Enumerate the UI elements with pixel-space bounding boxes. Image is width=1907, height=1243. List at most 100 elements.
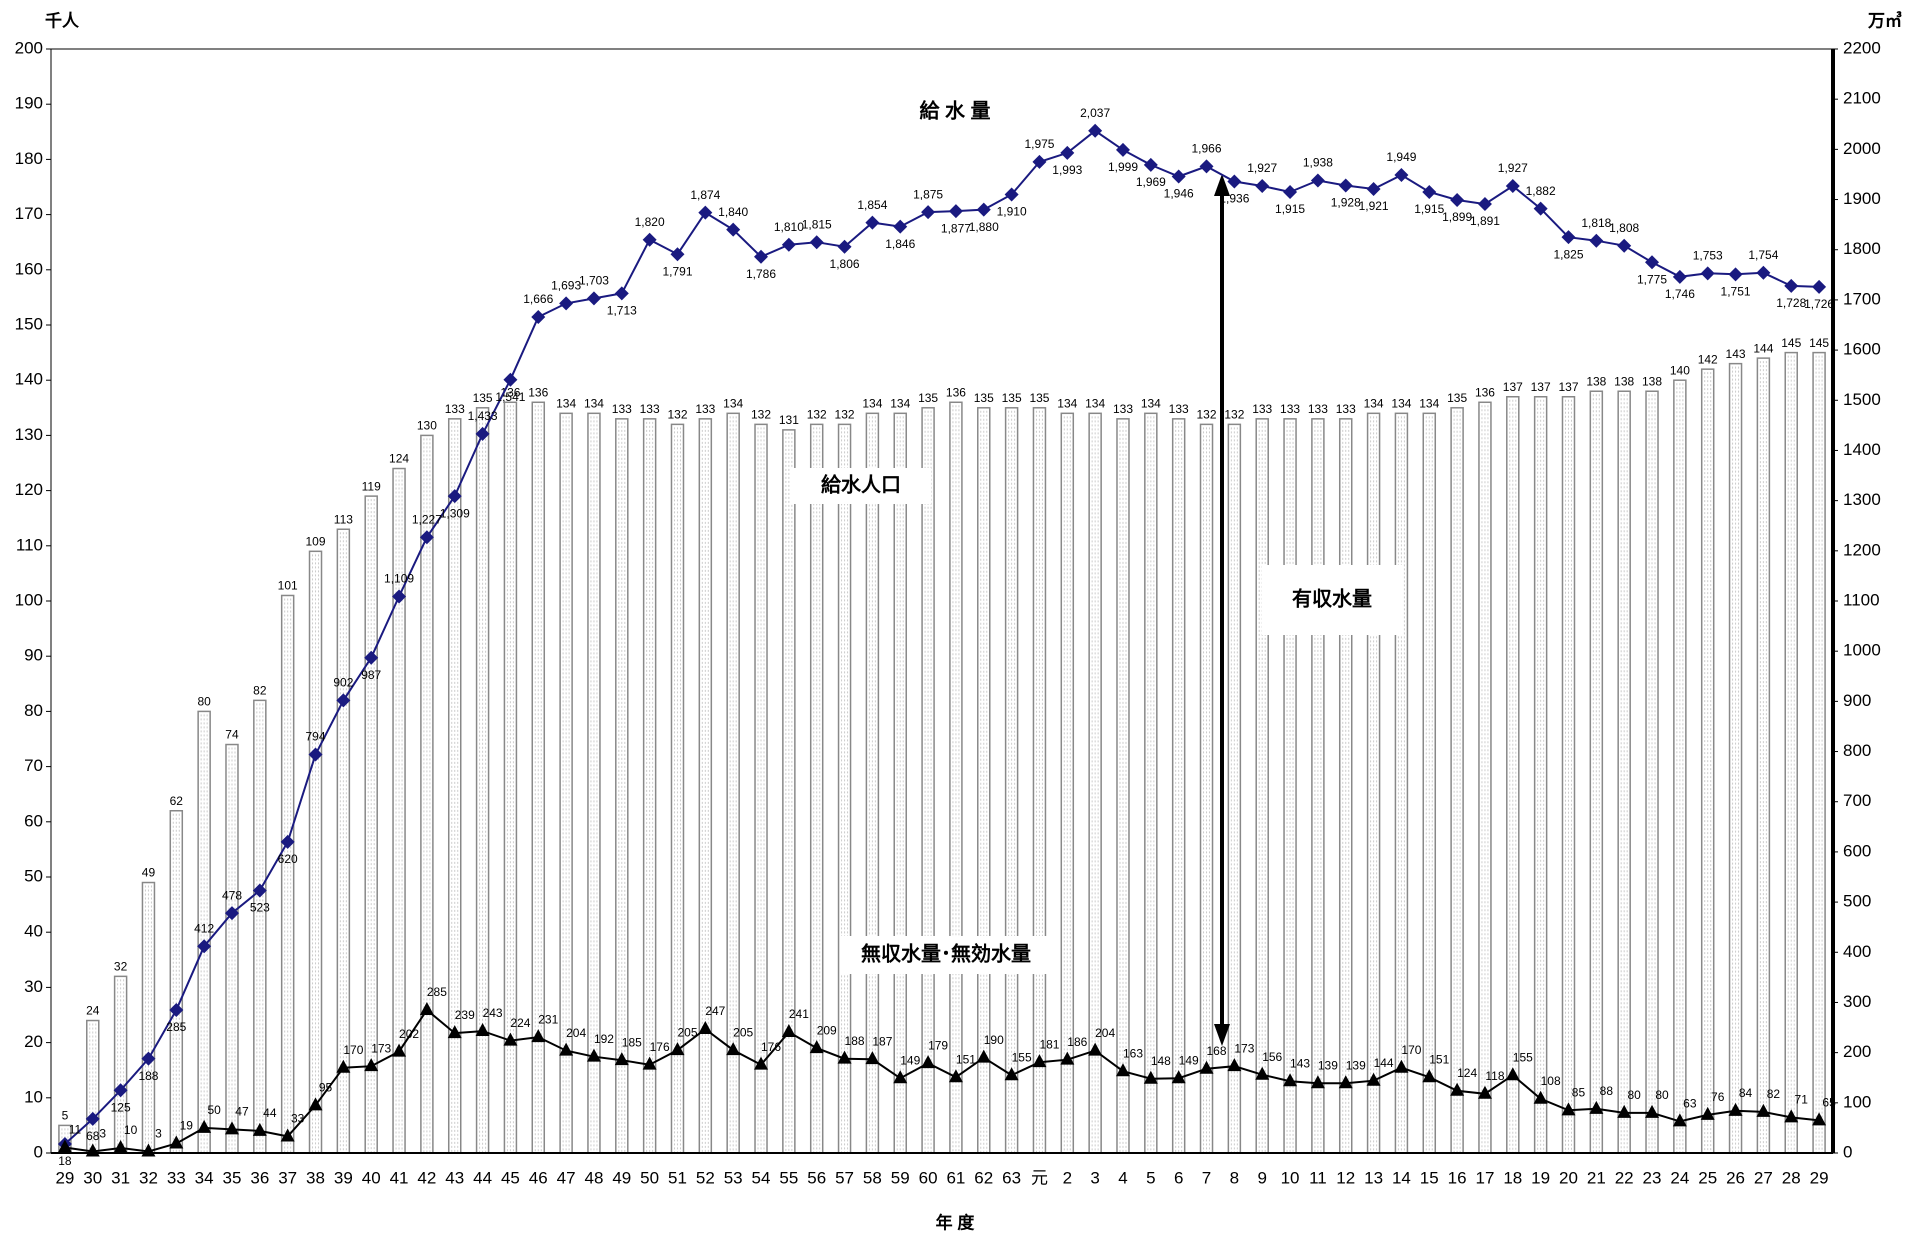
x-tick-label: 34 (195, 1168, 214, 1187)
arrow-head (1214, 174, 1230, 196)
point (976, 202, 991, 217)
bar-value-label: 138 (1586, 374, 1606, 388)
point (1617, 1104, 1632, 1118)
point (1505, 178, 1520, 193)
bar-value-label: 74 (225, 728, 239, 742)
point (1088, 1042, 1103, 1056)
x-tick-label: 33 (167, 1168, 186, 1187)
x-tick-label: 56 (807, 1168, 826, 1187)
point-value-label: 1,928 (1331, 196, 1361, 210)
bar-value-label: 133 (640, 402, 660, 416)
point-value-label: 139 (1318, 1058, 1338, 1072)
y-tick-label: 50 (24, 866, 43, 885)
x-tick-label: 9 (1257, 1168, 1266, 1187)
bar-value-label: 144 (1753, 341, 1773, 355)
point (336, 1059, 351, 1073)
point-value-label: 124 (1457, 1066, 1477, 1080)
point (1589, 233, 1604, 248)
point (308, 1097, 323, 1111)
point-value-label: 149 (1179, 1053, 1199, 1067)
point (475, 426, 490, 441)
point-value-label: 1,726 (1804, 297, 1834, 311)
bar-value-label: 133 (1280, 402, 1300, 416)
bar-value-label: 135 (1002, 391, 1022, 405)
point-value-label: 33 (291, 1112, 305, 1126)
bar-value-label: 113 (334, 512, 353, 526)
point (252, 883, 267, 898)
point (1366, 1072, 1381, 1086)
bar (1506, 396, 1520, 1154)
point (1728, 267, 1743, 282)
x-tick-label: 47 (557, 1168, 576, 1187)
point (169, 1002, 184, 1017)
bar-value-label: 134 (584, 396, 604, 410)
x-tick-label: 19 (1531, 1168, 1550, 1187)
x-tick-label: 50 (640, 1168, 659, 1187)
y-tick-label: 60 (24, 811, 43, 830)
point (1645, 255, 1660, 270)
point-value-label: 176 (761, 1040, 781, 1054)
point (698, 1021, 713, 1035)
point (1700, 266, 1715, 281)
point (1422, 1069, 1437, 1083)
x-tick-label: 53 (724, 1168, 743, 1187)
y2-tick-label: 1900 (1843, 189, 1881, 208)
point-value-label: 1,938 (1303, 156, 1333, 170)
y2-tick-label: 1100 (1843, 590, 1880, 609)
x-tick-label: 7 (1202, 1168, 1211, 1187)
y-tick-label: 160 (15, 259, 43, 278)
y2-tick-label: 1500 (1843, 390, 1881, 409)
bar-value-label: 134 (1057, 396, 1077, 410)
x-tick-label: 32 (139, 1168, 158, 1187)
bar-value-label: 143 (1726, 347, 1746, 361)
point-value-label: 148 (1151, 1054, 1171, 1068)
point (586, 1048, 601, 1062)
bar-value-label: 134 (723, 396, 743, 410)
point-value-label: 1,854 (857, 198, 887, 212)
y-tick-label: 40 (24, 922, 43, 941)
point (113, 1139, 128, 1153)
point-value-label: 1,921 (1359, 199, 1389, 213)
bar-value-label: 132 (807, 408, 827, 422)
point-value-label: 285 (166, 1020, 186, 1034)
point (614, 286, 629, 301)
point-value-label: 84 (1739, 1086, 1753, 1100)
point (1310, 173, 1325, 188)
point (531, 309, 546, 324)
point-value-label: 151 (1429, 1052, 1449, 1066)
point-value-label: 76 (1711, 1090, 1725, 1104)
point (1477, 1085, 1492, 1099)
bar-value-label: 62 (170, 794, 184, 808)
annotation-box (840, 936, 1052, 974)
point-value-label: 155 (1012, 1050, 1032, 1064)
point-value-label: 1,999 (1108, 160, 1138, 174)
point (364, 1058, 379, 1072)
point-value-label: 1,703 (579, 274, 609, 288)
point-value-label: 794 (306, 730, 326, 744)
x-tick-label: 20 (1559, 1168, 1578, 1187)
x-tick-label: 27 (1754, 1168, 1773, 1187)
bar-value-label: 133 (612, 402, 632, 416)
x-tick-label: 5 (1146, 1168, 1155, 1187)
point (1366, 182, 1381, 197)
point (141, 1051, 156, 1066)
point-value-label: 188 (845, 1034, 865, 1048)
point (642, 1056, 657, 1070)
point (1310, 1075, 1325, 1089)
bar-value-label: 134 (1364, 396, 1384, 410)
point (698, 205, 713, 220)
point-value-label: 1,899 (1442, 210, 1472, 224)
x-tick-label: 57 (835, 1168, 854, 1187)
y2-tick-label: 900 (1843, 691, 1871, 710)
bar-value-label: 133 (1308, 402, 1328, 416)
point-value-label: 151 (956, 1052, 976, 1066)
point-value-label: 1,969 (1136, 175, 1166, 189)
point (447, 489, 462, 504)
point-value-label: 239 (455, 1008, 475, 1022)
point (1199, 1060, 1214, 1074)
point-value-label: 10 (124, 1123, 138, 1137)
point-value-label: 1,966 (1192, 142, 1222, 156)
point-value-label: 1,910 (997, 205, 1027, 219)
point (1032, 154, 1047, 169)
point-value-label: 1,693 (551, 279, 581, 293)
